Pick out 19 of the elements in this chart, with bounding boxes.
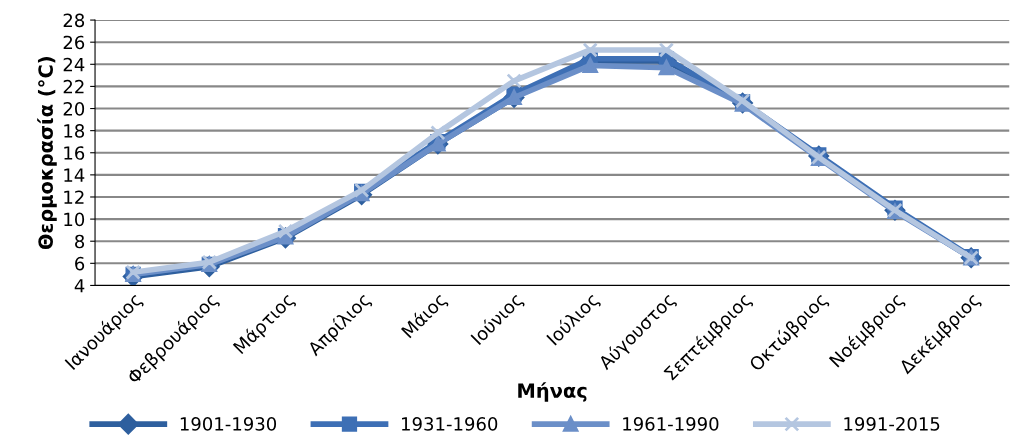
y-tick-label: 12 <box>64 190 84 204</box>
y-tick-label: 24 <box>63 57 85 72</box>
y-tick-label: 26 <box>63 35 85 50</box>
x-axis-title: Μήνας <box>518 382 587 402</box>
y-tick-label: 6 <box>75 256 85 271</box>
legend-label: 1931-1960 <box>402 417 498 431</box>
y-tick-label: 20 <box>63 101 85 116</box>
legend-label: 1961-1990 <box>623 417 719 431</box>
y-tick-label: 18 <box>64 124 85 138</box>
y-axis-title: Θερμοκρασία (°C) <box>37 57 57 250</box>
y-tick-label: 10 <box>64 212 85 227</box>
legend-label: 1901-1930 <box>180 417 277 431</box>
y-tick-label: 14 <box>64 168 85 182</box>
y-tick-label: 8 <box>75 234 85 249</box>
y-tick-label: 28 <box>63 13 85 28</box>
y-tick-label: 16 <box>64 146 85 160</box>
y-tick-label: 4 <box>74 279 85 293</box>
legend-label: 1991-2015 <box>844 417 940 431</box>
y-tick-label: 22 <box>63 79 84 94</box>
